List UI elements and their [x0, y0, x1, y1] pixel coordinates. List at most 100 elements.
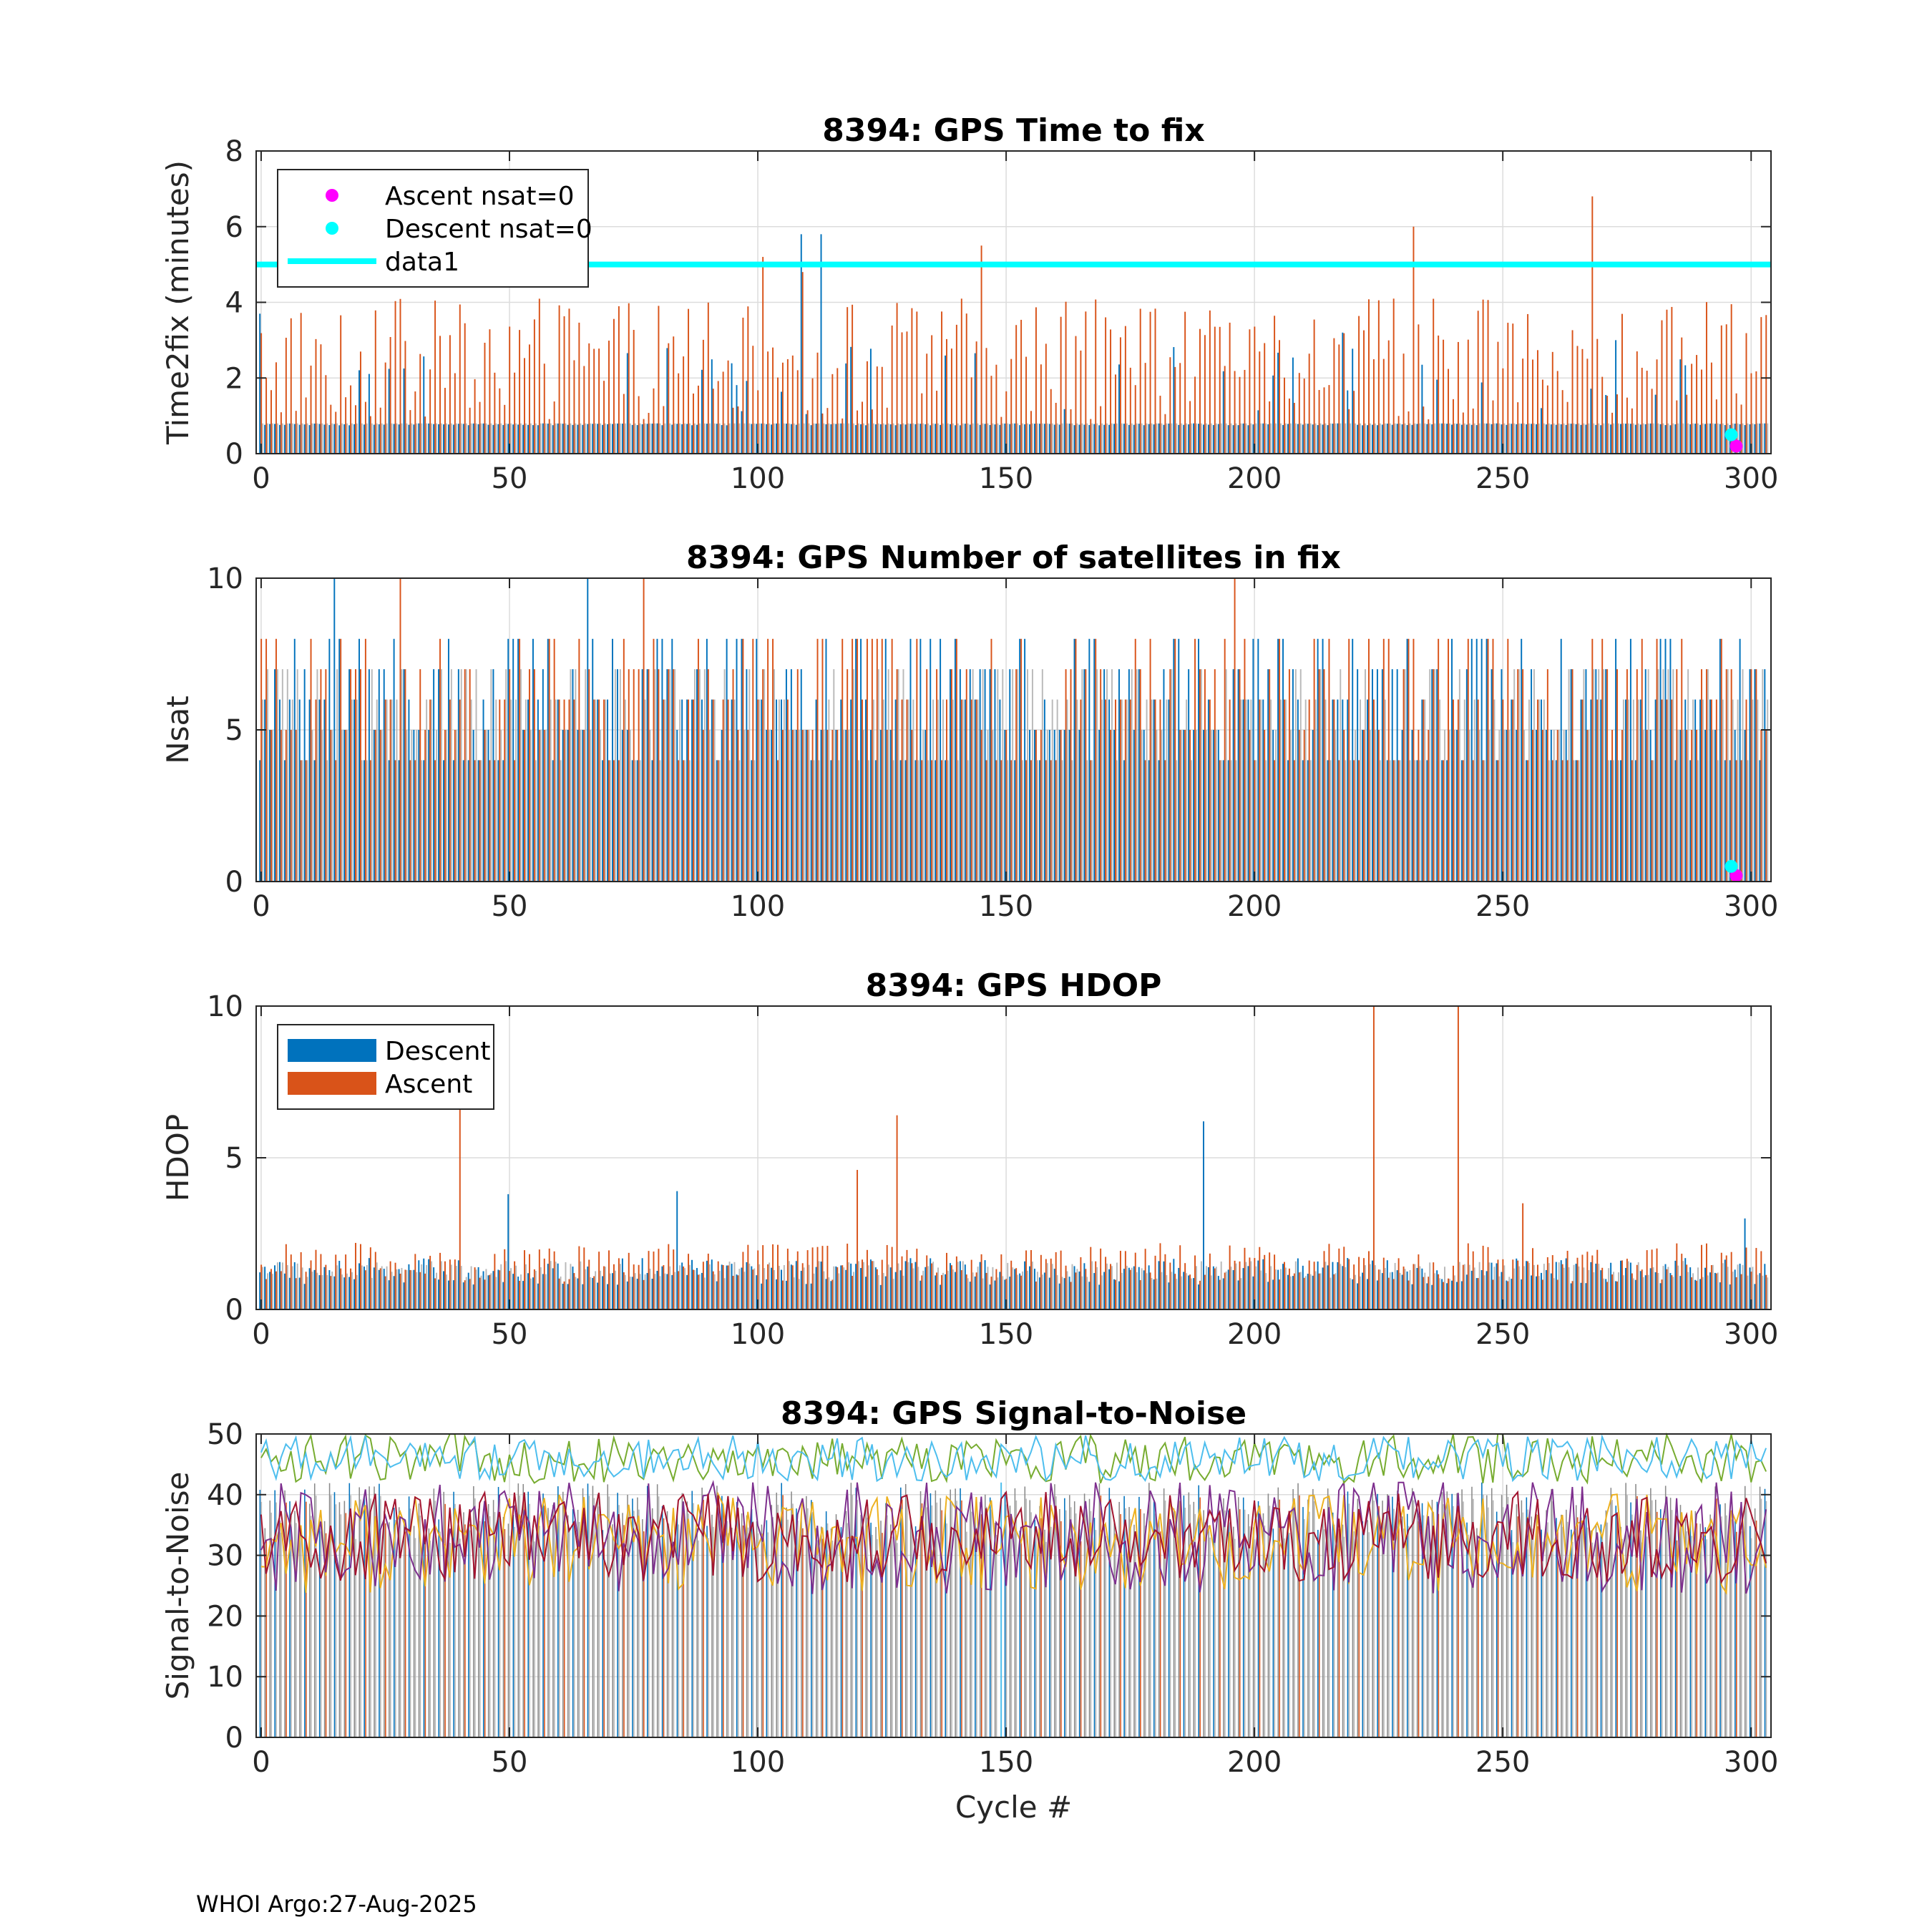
descent-bar [1312, 730, 1314, 882]
snr-bar [777, 1504, 779, 1737]
snr-bar [1287, 1521, 1289, 1737]
aux-bar [838, 423, 840, 454]
ascent-bar [1274, 316, 1276, 454]
aux-bar [1563, 730, 1565, 882]
ascent-bar [1129, 367, 1131, 454]
snr-bar [831, 1540, 834, 1737]
descent-bar [879, 1284, 882, 1309]
aux-bar [907, 1262, 909, 1309]
aux-bar [1031, 669, 1033, 882]
descent-bar [889, 424, 892, 454]
descent-bar [1133, 424, 1135, 454]
aux-bar [872, 423, 874, 454]
aux-bar [1051, 699, 1053, 882]
descent-bar [706, 638, 708, 882]
descent-bar [1133, 1266, 1135, 1309]
descent-bar [1526, 1261, 1528, 1309]
ascent-bar [499, 1270, 501, 1309]
ascent-bar [1715, 1273, 1717, 1309]
descent-bar [1297, 424, 1299, 454]
ascent-bar [538, 1249, 540, 1309]
snr-bar [711, 1514, 713, 1737]
snr-bar [1120, 1513, 1121, 1737]
ascent-bar [1353, 1264, 1355, 1309]
snr-bar [678, 1524, 680, 1737]
descent-bar [1337, 423, 1339, 454]
descent-bar [1460, 760, 1463, 882]
aux-bar [1434, 669, 1436, 882]
ascent-bar [881, 638, 883, 882]
snr-bar [904, 1484, 907, 1737]
aux-bar [391, 423, 393, 454]
aux-bar [1583, 669, 1585, 882]
descent-bar [1714, 730, 1716, 882]
ascent-bar [871, 638, 873, 882]
snr-bar [1694, 1511, 1697, 1737]
aux-bar [1682, 730, 1684, 882]
ascent-bar [519, 1280, 521, 1309]
aux-bar [311, 730, 313, 882]
aux-bar [1156, 1278, 1158, 1309]
descent-bar [1203, 424, 1204, 454]
ascent-bar [811, 730, 814, 882]
descent-bar [785, 1280, 787, 1309]
aux-bar [1608, 1268, 1610, 1309]
aux-bar [565, 423, 567, 454]
ascent-bar [1676, 669, 1678, 882]
descent-bar [969, 1282, 971, 1309]
descent-bar [1590, 389, 1592, 454]
ascent-bar [891, 638, 893, 882]
ascent-bar [1070, 1282, 1072, 1309]
aux-bar [1002, 423, 1004, 454]
aux-bar [1727, 669, 1729, 882]
snr-bar [464, 1524, 466, 1737]
aux-bar [1687, 1272, 1689, 1309]
aux-bar [1752, 423, 1754, 454]
ascent-bar [628, 669, 630, 882]
snr-bar [1398, 1503, 1400, 1737]
descent-bar [443, 760, 444, 882]
aux-bar [1002, 1276, 1004, 1309]
descent-bar [691, 425, 693, 454]
aux-bar [798, 423, 800, 454]
ascent-bar [533, 669, 535, 882]
descent-bar [318, 424, 321, 454]
aux-bar [1473, 423, 1475, 454]
snr-bar [289, 1501, 291, 1737]
aux-bar [619, 423, 621, 454]
descent-bar [1684, 699, 1687, 882]
ascent-bar [1343, 333, 1345, 454]
descent-bar [1669, 1273, 1672, 1309]
descent-bar [1138, 669, 1140, 882]
snr-bar [806, 1496, 807, 1737]
descent-bar [1610, 424, 1612, 454]
descent-bar [1014, 423, 1016, 454]
ascent-bar [1656, 1248, 1658, 1309]
descent-bar [1734, 730, 1736, 882]
snr-bar [865, 1505, 867, 1737]
snr-bar [1189, 1504, 1191, 1737]
ascent-bar [315, 1249, 317, 1309]
ascent-bar [1691, 730, 1693, 882]
snr-bar [1679, 1505, 1682, 1737]
descent-bar [507, 638, 509, 882]
descent-bar [1465, 1274, 1468, 1309]
descent-bar [751, 1266, 753, 1309]
aux-bar [828, 1277, 830, 1309]
descent-bar [557, 423, 559, 454]
aux-bar [833, 1266, 835, 1309]
ascent-bar [901, 332, 903, 454]
ascent-bar [1646, 371, 1648, 454]
descent-bar [1470, 1270, 1473, 1309]
aux-bar [535, 423, 537, 454]
ascent-bar [345, 1254, 347, 1309]
descent-bar [303, 669, 306, 882]
aux-bar [748, 423, 751, 454]
descent-bar [681, 699, 683, 882]
ascent-bar [1144, 1249, 1146, 1309]
descent-bar [552, 425, 554, 454]
ascent-bar [732, 669, 734, 882]
descent-bar [706, 424, 708, 454]
snr-bar [1646, 1536, 1648, 1737]
ascent-bar [1512, 699, 1514, 882]
